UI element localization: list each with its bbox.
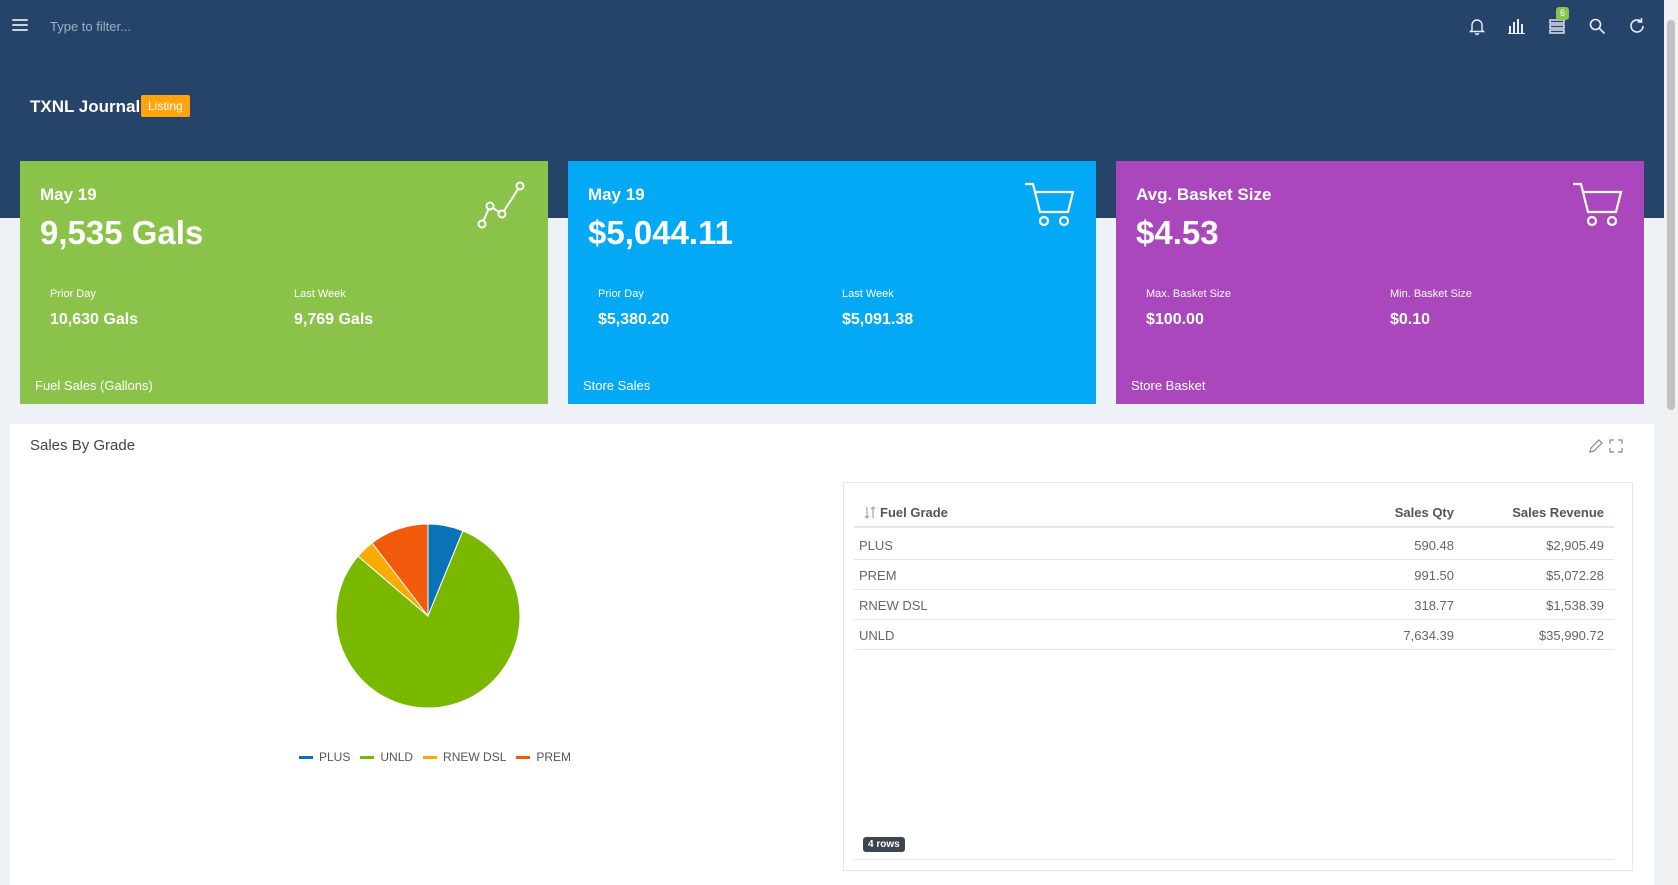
- table-row[interactable]: UNLD 7,634.39 $35,990.72: [854, 620, 1614, 650]
- prior-day-label: Prior Day: [598, 288, 644, 300]
- filter-input[interactable]: [50, 14, 350, 38]
- legend-label: UNLD: [380, 750, 414, 764]
- line-chart-icon: [477, 181, 525, 229]
- cell-qty: 7,634.39: [1403, 628, 1454, 643]
- header-fuel-grade-label: Fuel Grade: [880, 505, 948, 520]
- header-fuel-grade[interactable]: Fuel Grade: [864, 505, 948, 520]
- page-title: TXNL Journal: [30, 97, 141, 116]
- panel-title: Sales By Grade: [30, 437, 136, 454]
- legend-item[interactable]: PLUS: [299, 750, 350, 764]
- bell-icon[interactable]: [1466, 15, 1488, 37]
- cell-grade: PLUS: [859, 538, 893, 553]
- list-badge: 6: [1556, 7, 1570, 20]
- store-basket-card[interactable]: Avg. Basket Size $4.53 Max. Basket Size …: [1116, 161, 1644, 404]
- bar-chart-icon[interactable]: [1506, 15, 1528, 37]
- shopping-cart-icon: [1573, 182, 1623, 227]
- card-subtitle: May 19: [40, 185, 97, 204]
- max-basket-label: Max. Basket Size: [1146, 288, 1231, 300]
- max-basket-value: $100.00: [1146, 311, 1204, 328]
- top-icons: 6: [1466, 7, 1648, 37]
- chart-legend: PLUS UNLD RNEW DSL PREM: [299, 750, 571, 764]
- panel-tools: [1588, 438, 1624, 454]
- prior-day-label: Prior Day: [50, 288, 96, 300]
- pie-svg: [335, 523, 521, 709]
- last-week-label: Last Week: [294, 288, 346, 300]
- legend-item[interactable]: RNEW DSL: [423, 750, 506, 764]
- row-count-badge: 4 rows: [863, 837, 905, 852]
- header-sales-revenue[interactable]: Sales Revenue: [1512, 505, 1604, 520]
- legend-label: PLUS: [319, 750, 351, 764]
- sales-table: Fuel Grade Sales Qty Sales Revenue PLUS …: [843, 482, 1633, 871]
- legend-label: RNEW DSL: [443, 750, 507, 764]
- pie-chart: [335, 523, 521, 709]
- legend-swatch: [423, 755, 438, 759]
- legend-swatch: [299, 755, 313, 759]
- pie-slice-prem[interactable]: [371, 523, 429, 618]
- last-week-value: 9,769 Gals: [294, 311, 374, 328]
- cell-revenue: $35,990.72: [1538, 628, 1604, 643]
- cell-revenue: $2,905.49: [1546, 538, 1604, 553]
- fuel-sales-card[interactable]: May 19 9,535 Gals Prior Day 10,630 Gals …: [20, 161, 548, 404]
- listing-badge[interactable]: Listing: [141, 95, 190, 117]
- cell-revenue: $5,072.28: [1546, 568, 1604, 583]
- cell-grade: PREM: [859, 568, 897, 583]
- card-subtitle: Avg. Basket Size: [1136, 185, 1272, 204]
- cell-revenue: $1,538.39: [1546, 598, 1604, 613]
- legend-item[interactable]: UNLD: [360, 750, 413, 764]
- table-footer-divider: [854, 859, 1614, 860]
- list-icon[interactable]: 6: [1546, 7, 1570, 37]
- sort-icon[interactable]: [864, 505, 876, 520]
- min-basket-label: Min. Basket Size: [1390, 288, 1472, 300]
- card-subtitle: May 19: [588, 185, 645, 204]
- legend-item[interactable]: PREM: [516, 750, 571, 764]
- prior-day-value: 10,630 Gals: [50, 311, 139, 328]
- legend-swatch: [360, 755, 375, 759]
- min-basket-value: $0.10: [1390, 311, 1431, 328]
- table-row[interactable]: PREM 991.50 $5,072.28: [854, 560, 1614, 590]
- top-bar: 6: [0, 0, 1678, 52]
- sales-by-grade-panel: Sales By Grade PLUS UNLD RNEW DSL PREM Fuel…: [10, 424, 1654, 885]
- last-week-value: $5,091.38: [842, 311, 914, 328]
- table-row[interactable]: PLUS 590.48 $2,905.49: [854, 530, 1614, 560]
- cell-qty: 590.48: [1414, 538, 1454, 553]
- pie-slice-unld[interactable]: [335, 530, 521, 709]
- prior-day-value: $5,380.20: [598, 311, 670, 328]
- shopping-cart-icon: [1025, 182, 1075, 227]
- last-week-label: Last Week: [842, 288, 894, 300]
- card-footer: Store Basket: [1131, 378, 1206, 393]
- refresh-icon[interactable]: [1626, 15, 1648, 37]
- card-footer: Store Sales: [583, 378, 651, 393]
- card-main-value: 9,535 Gals: [40, 214, 204, 251]
- legend-swatch: [516, 755, 531, 759]
- table-header: Fuel Grade Sales Qty Sales Revenue: [854, 499, 1614, 528]
- card-main-value: $4.53: [1136, 214, 1219, 251]
- cell-grade: UNLD: [859, 628, 895, 643]
- legend-label: PREM: [536, 750, 572, 764]
- fullscreen-icon[interactable]: [1608, 438, 1624, 454]
- cell-qty: 318.77: [1414, 598, 1454, 613]
- menu-icon[interactable]: [12, 19, 28, 33]
- search-icon[interactable]: [1586, 15, 1608, 37]
- header-sales-qty[interactable]: Sales Qty: [1394, 505, 1454, 520]
- store-sales-card[interactable]: May 19 $5,044.11 Prior Day $5,380.20 Las…: [568, 161, 1096, 404]
- card-main-value: $5,044.11: [588, 214, 733, 251]
- edit-icon[interactable]: [1588, 438, 1604, 454]
- cell-qty: 991.50: [1414, 568, 1454, 583]
- table-row[interactable]: RNEW DSL 318.77 $1,538.39: [854, 590, 1614, 620]
- scrollbar-thumb[interactable]: [1667, 20, 1675, 410]
- page-scrollbar[interactable]: [1664, 0, 1678, 885]
- cell-grade: RNEW DSL: [859, 598, 928, 613]
- card-footer: Fuel Sales (Gallons): [35, 378, 153, 393]
